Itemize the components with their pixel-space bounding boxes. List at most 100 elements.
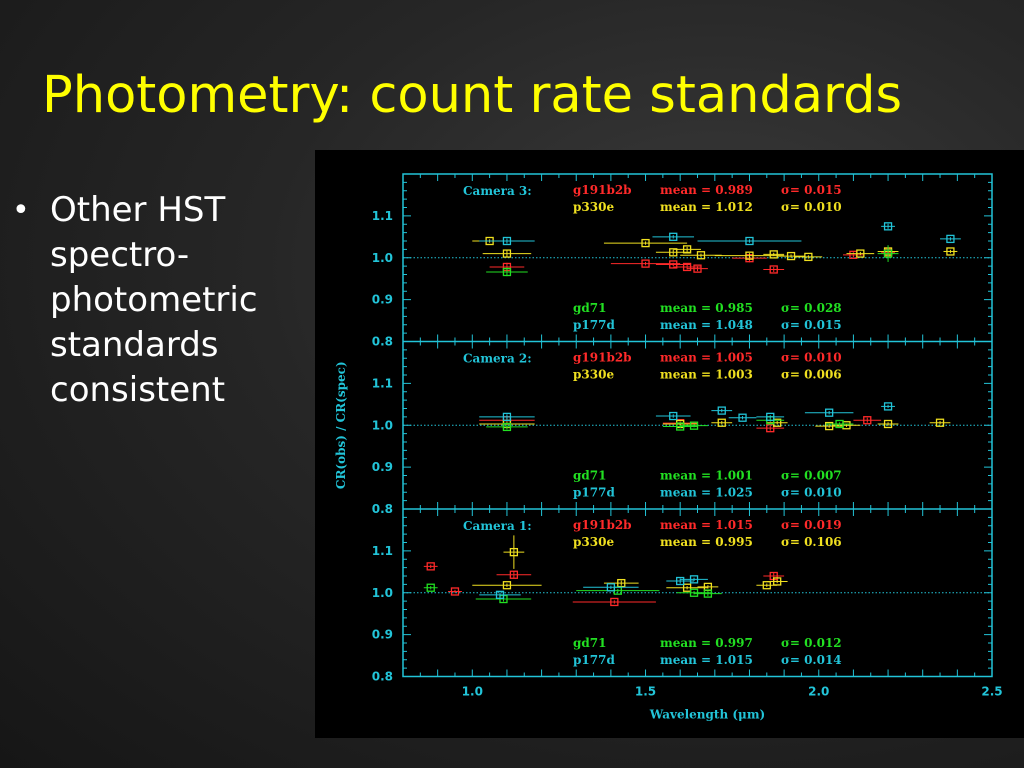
data-point-gd71 [703,589,713,598]
mean-gd71: mean = 0.985 [660,301,753,315]
data-point-gd71 [502,422,512,432]
data-point-p330e [745,251,754,260]
data-point-p330e [804,252,813,262]
mean-g191b2b: mean = 1.015 [660,518,753,532]
x-tick-label: 2.5 [981,685,1002,699]
data-point-p177d [495,590,505,599]
legend-gd71: gd71 [573,301,606,315]
y-tick-label: 1.0 [372,586,393,600]
mean-gd71: mean = 0.997 [660,636,753,650]
data-point-gd71 [502,267,512,277]
bullet-dot: • [12,193,30,228]
bullet-line: standards [50,325,219,365]
data-point-p330e [856,249,865,258]
data-point-p177d [717,406,726,415]
data-point-p330e [773,577,782,586]
slide-title: Photometry: count rate standards [42,66,903,125]
mean-gd71: mean = 1.001 [660,469,753,483]
data-point-p177d [883,222,893,231]
y-tick-label: 0.8 [372,335,393,349]
y-tick-label: 0.8 [372,670,393,684]
mean-p330e: mean = 0.995 [660,535,753,549]
legend-p330e: p330e [573,200,614,214]
mean-g191b2b: mean = 0.989 [660,183,753,197]
mean-g191b2b: mean = 1.005 [660,351,753,365]
y-tick-label: 0.9 [372,628,393,642]
mean-p177d: mean = 1.025 [660,486,753,500]
data-point-p330e [502,249,512,258]
y-axis-label: CR(obs) / CR(spec) [334,361,348,489]
data-point-p330e [946,247,955,256]
legend-gd71: gd71 [573,469,606,483]
data-point-p177d [676,576,685,586]
mean-p177d: mean = 1.048 [660,318,753,332]
data-point-p177d [946,234,955,244]
data-point-gd71 [689,421,699,430]
mean-p330e: mean = 1.012 [660,200,753,214]
data-point-p177d [766,412,775,422]
y-tick-label: 0.8 [372,502,393,516]
legend-gd71: gd71 [573,636,606,650]
data-point-gd71 [835,419,844,429]
sigma-g191b2b: σ= 0.010 [781,351,842,365]
legend-g191b2b: g191b2b [573,351,632,365]
camera-label: Camera 2: [463,352,532,366]
data-point-p330e [717,418,726,427]
y-tick-label: 1.0 [372,251,393,265]
sigma-p330e: σ= 0.006 [781,368,842,382]
data-point-p330e [769,250,778,259]
data-point-p177d [745,236,754,246]
sigma-gd71: σ= 0.012 [781,636,842,650]
legend-g191b2b: g191b2b [573,183,632,197]
data-point-p177d [502,412,512,422]
data-point-p330e [825,421,834,431]
camera-label: Camera 1: [463,519,532,533]
data-point-p330e [641,238,650,248]
x-tick-label: 2.0 [808,685,829,699]
camera-label: Camera 3: [463,184,532,198]
data-point-g191b2b [669,260,678,269]
data-point-gd71 [676,422,685,431]
sigma-p177d: σ= 0.010 [781,486,842,500]
sigma-p330e: σ= 0.010 [781,200,842,214]
data-point-p330e [682,583,692,592]
data-point-p177d [883,402,893,411]
data-point-g191b2b [450,587,460,596]
data-point-p177d [825,408,834,417]
mean-p177d: mean = 1.015 [660,653,753,667]
legend-g191b2b: g191b2b [573,518,632,532]
bullet-line: consistent [50,370,226,410]
bullet-line: Other HST [50,190,226,230]
y-tick-label: 0.9 [372,293,393,307]
data-point-p330e [502,581,512,590]
data-point-g191b2b [682,262,692,272]
chart-svg: 0.8 0.9 1.0 1.1 Camera 3: g191b2b mean = 0.989… [334,173,1003,722]
data-point-p177d [502,236,512,246]
data-point-p177d [669,411,678,421]
data-point-p330e [883,419,893,429]
x-axis-label: Wavelength (μm) [649,708,765,722]
data-point-p177d [606,583,616,592]
sigma-p330e: σ= 0.106 [781,535,842,549]
legend-p330e: p330e [573,368,614,382]
data-point-g191b2b [693,264,702,273]
legend-p177d: p177d [573,486,615,500]
sigma-p177d: σ= 0.014 [781,653,842,667]
data-point-p330e [669,248,678,257]
sigma-g191b2b: σ= 0.015 [781,183,842,197]
data-point-p330e [696,251,706,260]
bullet-line: photometric [50,280,258,320]
y-tick-label: 0.9 [372,460,393,474]
data-point-g191b2b [509,570,519,579]
data-point-g191b2b [863,416,872,425]
sigma-g191b2b: σ= 0.019 [781,518,842,532]
legend-p177d: p177d [573,318,615,332]
data-point-p330e [786,251,796,261]
y-tick-label: 1.1 [372,209,393,223]
photometry-chart: 0.8 0.9 1.0 1.1 Camera 3: g191b2b mean = 0.989… [315,150,1024,738]
data-point-g191b2b [766,424,775,433]
data-point-p330e [682,245,692,254]
mean-p330e: mean = 1.003 [660,368,753,382]
bullet-text: Other HST spectro- photometric standards… [50,188,258,413]
data-point-p177d [669,232,678,241]
